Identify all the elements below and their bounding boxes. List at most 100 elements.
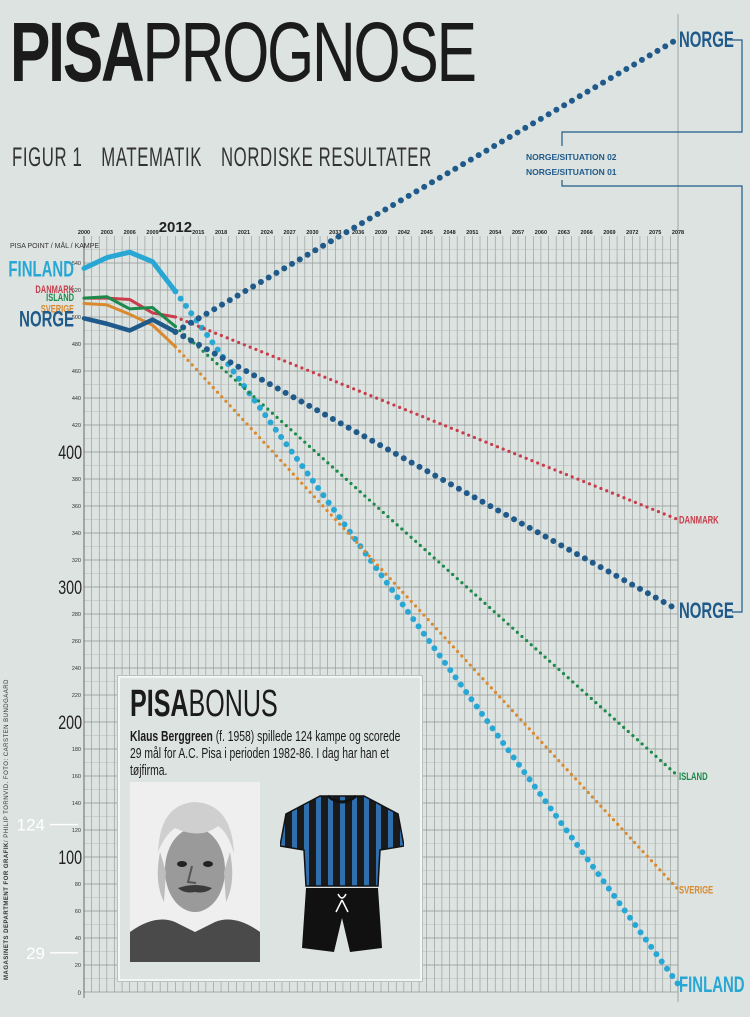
series-labels: FINLANDDANMARKISLANDSVERIGENORGENORGEFIN… <box>8 27 744 997</box>
y-tick-label: 260 <box>72 639 81 645</box>
y-tick-label: 0 <box>78 991 82 997</box>
y-tick-label-major: 300 <box>58 577 82 598</box>
x-tick-label: 2003 <box>101 230 113 236</box>
x-tick-label: 2033 <box>329 230 341 236</box>
y-tick-label: 180 <box>72 747 81 753</box>
y-tick-label: 440 <box>72 396 81 402</box>
series-forecast-norge <box>172 328 681 613</box>
y-tick-label: 460 <box>72 369 81 375</box>
subtitle-figure: FIGUR 1 <box>12 142 83 172</box>
bonus-title-bold: PISA <box>130 683 189 725</box>
x-tick-label: 2072 <box>626 230 638 236</box>
x-tick-label: 2036 <box>352 230 364 236</box>
y-tick-label: 280 <box>72 612 81 618</box>
y-axis-label: PISA POINT / MÅL / KAMPE <box>10 241 99 250</box>
y-tick-label-major: 200 <box>58 712 82 733</box>
page-title: PISAPROGNOSE <box>10 10 477 94</box>
series-forecast-norge <box>172 35 681 335</box>
series-end-label-finland: FINLAND <box>679 972 745 997</box>
series-forecast-island <box>173 324 680 778</box>
x-tick-label: 2012 <box>159 219 192 236</box>
series-forecast-danmark <box>173 315 680 522</box>
x-tick-label: 2054 <box>489 230 502 236</box>
series-layer <box>81 35 681 987</box>
norge-situation-01-label: NORGE/SITUATION 01 <box>526 167 617 177</box>
y-tick-label: 500 <box>72 315 81 321</box>
marked-value-label: 29 <box>26 944 45 963</box>
norge-situation-brackets <box>561 39 743 613</box>
y-tick-label: 320 <box>72 558 81 564</box>
x-tick-label: 2021 <box>238 230 250 236</box>
y-tick-label: 520 <box>72 288 81 294</box>
y-tick-label: 340 <box>72 531 81 537</box>
x-tick-label: 2078 <box>672 230 684 236</box>
x-tick-label: 2009 <box>146 230 158 236</box>
x-tick-label: 2042 <box>398 230 410 236</box>
y-tick-label: 420 <box>72 423 81 429</box>
series-line-sverige <box>82 302 177 349</box>
series-start-label-island: ISLAND <box>46 291 74 304</box>
bonus-description: (f. 1958) spillede 124 kampe og scorede … <box>130 728 401 779</box>
series-line-norge <box>81 316 178 335</box>
y-tick-label: 60 <box>75 909 81 915</box>
bonus-player-name: Klaus Berggreen <box>130 728 213 745</box>
y-tick-label: 220 <box>72 693 81 699</box>
x-tick-label: 2051 <box>466 230 478 236</box>
bonus-title: PISABONUS <box>130 684 278 724</box>
marked-value-label: 124 <box>17 816 45 835</box>
title-bold: PISA <box>10 5 145 99</box>
graphic-credit: MAGASINETS DEPARTMENT FOR GRAFIK/ PHILIP… <box>4 679 10 980</box>
series-end-label-sverige: SVERIGE <box>679 884 713 897</box>
x-tick-label: 2027 <box>283 230 295 236</box>
x-tick-label: 2030 <box>306 230 318 236</box>
series-forecast-finland <box>172 288 681 987</box>
series-line-island <box>82 295 177 328</box>
series-start-label-sverige: SVERIGE <box>41 302 74 315</box>
x-tick-label: 2039 <box>375 230 387 236</box>
bracket-situation-02 <box>561 39 743 146</box>
subtitle-subject: MATEMATIK <box>101 142 203 172</box>
x-tick-label: 2060 <box>535 230 547 236</box>
x-tick-label: 2066 <box>580 230 592 236</box>
credit-bold: MAGASINETS DEPARTMENT FOR GRAFIK <box>4 842 10 980</box>
x-tick-label: 2015 <box>192 230 204 236</box>
y-tick-label-major: 400 <box>58 442 82 463</box>
series-end-label-norge: NORGE <box>679 27 734 52</box>
subtitle-topic: NORDISKE RESULTATER <box>220 142 432 172</box>
bonus-title-light: BONUS <box>188 683 278 725</box>
series-start-label-norge: NORGE <box>19 306 74 331</box>
series-end-label-norge: NORGE <box>679 598 734 623</box>
y-tick-label: 380 <box>72 477 81 483</box>
y-tick-label: 80 <box>75 882 81 888</box>
x-tick-label: 2006 <box>124 230 136 236</box>
axis-ticks: 2000 2003 2006 2009 2012 2015 2018 2021 2024 2027… <box>17 219 685 997</box>
pisa-jersey-image <box>280 794 404 952</box>
bonus-text: Klaus Berggreen (f. 1958) spillede 124 k… <box>130 728 406 779</box>
bracket-situation-01 <box>561 180 743 613</box>
y-tick-label: 480 <box>72 342 81 348</box>
series-line-finland <box>81 249 178 294</box>
series-start-label-danmark: DANMARK <box>35 283 74 296</box>
norge-situation-02-label: NORGE/SITUATION 02 <box>526 152 617 162</box>
subtitle: FIGUR 1 MATEMATIK NORDISKE RESULTATER <box>12 142 445 173</box>
y-tick-label-major: 100 <box>58 847 82 868</box>
y-tick-label: 360 <box>72 504 81 510</box>
credit-rest: / PHILIP TORNVID. FOTO: CARSTEN BUNDGAAR… <box>4 679 10 843</box>
pisa-bonus-box: PISABONUS Klaus Berggreen (f. 1958) spil… <box>118 676 422 981</box>
x-tick-label: 2048 <box>443 230 455 236</box>
x-tick-label: 2045 <box>421 230 433 236</box>
y-tick-label: 40 <box>75 936 81 942</box>
title-light: PROGNOSE <box>142 5 477 99</box>
y-tick-label: 160 <box>72 774 81 780</box>
series-end-label-danmark: DANMARK <box>679 514 719 527</box>
x-tick-label: 2018 <box>215 230 227 236</box>
x-tick-label: 2075 <box>649 230 661 236</box>
x-tick-label: 2000 <box>78 230 90 236</box>
series-end-label-island: ISLAND <box>679 771 708 784</box>
x-tick-label: 2057 <box>512 230 524 236</box>
x-tick-label: 2069 <box>603 230 615 236</box>
series-start-label-finland: FINLAND <box>8 257 74 282</box>
series-forecast-sverige <box>173 345 680 892</box>
player-portrait-image <box>130 782 260 962</box>
x-tick-label: 2063 <box>558 230 570 236</box>
